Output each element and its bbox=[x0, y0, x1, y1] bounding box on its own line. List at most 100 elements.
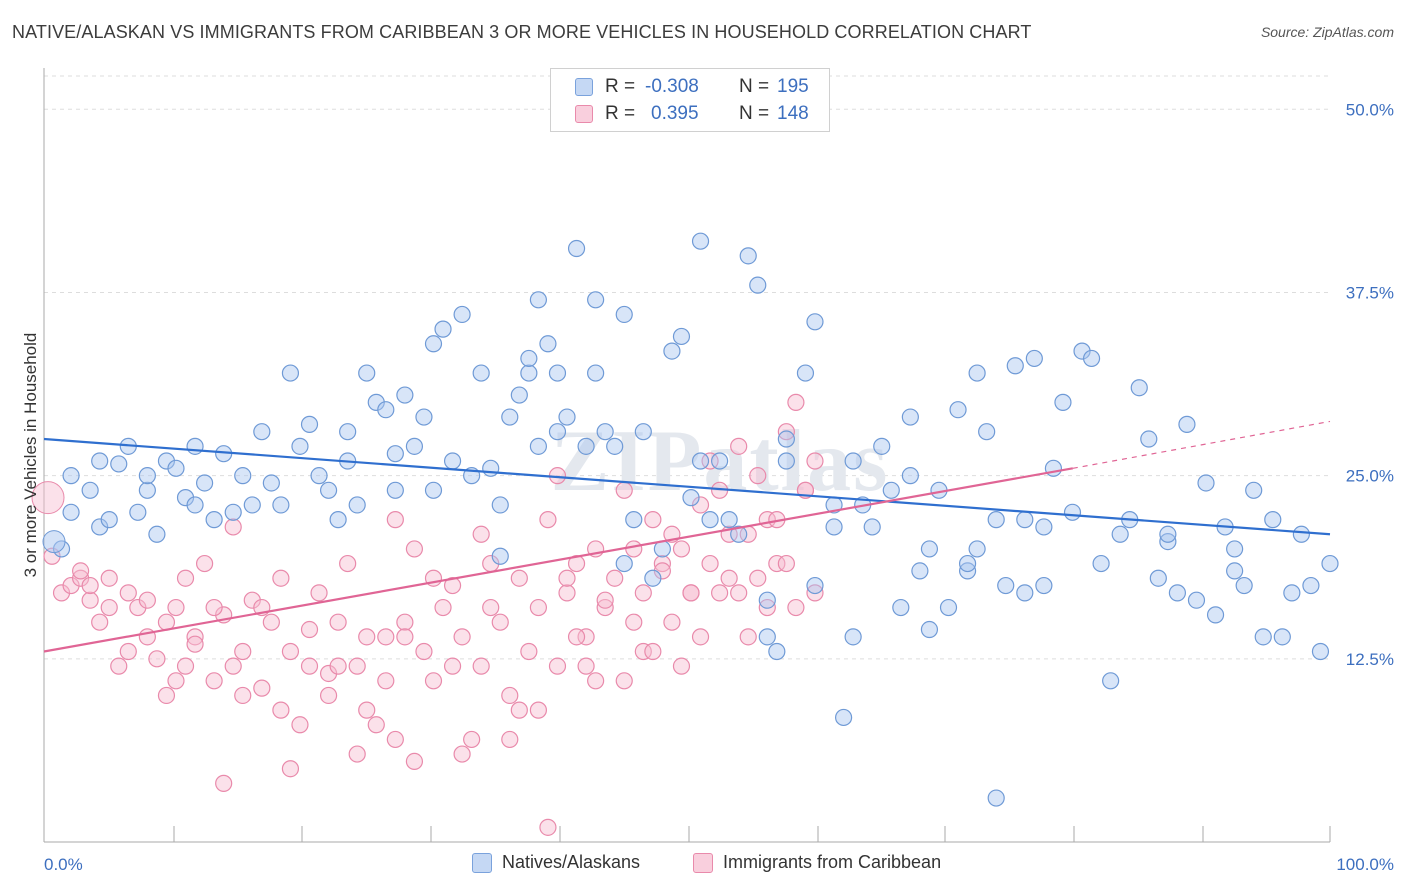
immigrants-point-115 bbox=[548, 657, 567, 675]
natives-point-133 bbox=[1102, 672, 1120, 690]
natives-point-44 bbox=[424, 335, 443, 353]
natives-point-27 bbox=[281, 364, 300, 382]
natives-point-52 bbox=[491, 496, 509, 514]
immigrants-point-100 bbox=[348, 745, 366, 763]
natives-point-109 bbox=[920, 620, 939, 639]
natives-point-156 bbox=[1302, 576, 1320, 595]
natives-point-127 bbox=[1044, 459, 1063, 477]
legend-row-natives: R = -0.308 N = 195 bbox=[575, 75, 809, 99]
x-tick-label-min: 0.0% bbox=[44, 855, 83, 874]
immigrants-point-67 bbox=[672, 540, 691, 558]
bottom-legend-label-immigrants: Immigrants from Caribbean bbox=[723, 852, 942, 872]
natives-point-41 bbox=[396, 386, 414, 404]
immigrants-point-70 bbox=[701, 452, 719, 470]
immigrants-point-21 bbox=[234, 642, 252, 661]
immigrants-point-105 bbox=[405, 752, 424, 771]
immigrants-point-28 bbox=[300, 657, 319, 675]
natives-point-87 bbox=[758, 591, 776, 609]
immigrants-point-44 bbox=[453, 628, 471, 646]
x-tick-label-max: 100.0% bbox=[1336, 855, 1394, 874]
legend-swatch-immigrants bbox=[575, 105, 593, 123]
natives-point-155 bbox=[1292, 525, 1310, 543]
natives-point-39 bbox=[386, 481, 404, 499]
immigrants-point-34 bbox=[358, 628, 376, 646]
natives-point-121 bbox=[1006, 357, 1024, 375]
immigrants-point-86 bbox=[138, 591, 156, 609]
natives-point-38 bbox=[377, 401, 395, 419]
immigrants-point-64 bbox=[644, 511, 662, 529]
natives-point-112 bbox=[949, 401, 967, 419]
natives-point-58 bbox=[529, 437, 548, 455]
natives-point-56 bbox=[520, 364, 538, 382]
immigrants-point-128 bbox=[682, 584, 700, 602]
natives-point-89 bbox=[768, 642, 786, 661]
immigrants-point-15 bbox=[176, 657, 195, 675]
y-tick-label-2: 37.5% bbox=[1346, 283, 1394, 302]
natives-point-158 bbox=[1321, 554, 1339, 573]
immigrants-point-8 bbox=[119, 584, 137, 602]
immigrants-point-111 bbox=[501, 730, 519, 749]
natives-point-103 bbox=[882, 481, 900, 499]
series-natives-points bbox=[42, 232, 1339, 807]
natives-point-114 bbox=[958, 554, 977, 573]
correlation-legend: R = -0.308 N = 195 R = 0.395 N = 148 bbox=[550, 68, 830, 132]
natives-point-51 bbox=[482, 459, 500, 477]
immigrants-point-25 bbox=[272, 569, 290, 587]
natives-point-96 bbox=[825, 518, 843, 536]
natives-point-70 bbox=[615, 305, 633, 324]
natives-point-98 bbox=[844, 452, 862, 470]
immigrants-point-141 bbox=[806, 584, 824, 602]
natives-point-71 bbox=[615, 554, 633, 573]
watermark: ZIPatlas bbox=[551, 413, 890, 510]
immigrants-point-12 bbox=[157, 686, 176, 705]
natives-point-134 bbox=[1111, 525, 1129, 543]
natives-point-11 bbox=[138, 467, 156, 485]
immigrants-point-119 bbox=[587, 672, 605, 690]
natives-point-91 bbox=[777, 430, 795, 448]
natives-point-7 bbox=[110, 455, 128, 473]
natives-point-30 bbox=[310, 467, 328, 485]
natives-point-77 bbox=[672, 327, 691, 346]
legend-r-value-2: 0.395 bbox=[651, 103, 699, 124]
natives-point-122 bbox=[1016, 584, 1034, 602]
legend-r-value-1: -0.308 bbox=[645, 76, 699, 97]
source-label: Source: ZipAtlas.com bbox=[1260, 24, 1394, 40]
immigrants-point-59 bbox=[596, 598, 614, 617]
immigrants-point-65 bbox=[653, 554, 671, 573]
natives-point-23 bbox=[243, 496, 261, 514]
immigrants-point-112 bbox=[510, 701, 528, 719]
natives-point-108 bbox=[920, 540, 939, 558]
immigrants-point-133 bbox=[730, 584, 748, 602]
immigrants-point-5 bbox=[91, 613, 109, 631]
natives-point-16 bbox=[186, 437, 204, 455]
immigrants-point-23 bbox=[253, 679, 271, 697]
immigrants-point-63 bbox=[634, 642, 652, 661]
natives-point-61 bbox=[548, 423, 567, 441]
axes bbox=[43, 68, 1331, 843]
immigrants-point-130 bbox=[701, 554, 719, 573]
immigrants-point-42 bbox=[434, 598, 452, 617]
natives-point-129 bbox=[1063, 503, 1082, 521]
natives-point-43 bbox=[415, 408, 433, 426]
y-tick-label-1: 25.0% bbox=[1346, 467, 1394, 486]
natives-point-126 bbox=[1035, 576, 1053, 595]
bottom-legend-natives: Natives/Alaskans bbox=[472, 852, 640, 873]
immigrants-point-81 bbox=[806, 452, 824, 470]
immigrants-point-45 bbox=[463, 730, 481, 749]
legend-n-label-1: N = bbox=[739, 76, 770, 97]
immigrants-point-52 bbox=[529, 598, 548, 617]
immigrants-point-51 bbox=[520, 642, 538, 661]
immigrants-point-85 bbox=[119, 642, 137, 661]
legend-swatch-natives bbox=[575, 78, 593, 96]
natives-point-28 bbox=[291, 437, 309, 455]
natives-point-102 bbox=[873, 437, 891, 455]
immigrants-point-11 bbox=[148, 650, 166, 668]
natives-point-34 bbox=[339, 423, 357, 441]
immigrants-point-135 bbox=[749, 569, 767, 587]
immigrants-point-95 bbox=[272, 701, 290, 719]
immigrants-point-43 bbox=[443, 657, 462, 675]
natives-point-24 bbox=[253, 423, 271, 441]
natives-point-45 bbox=[424, 481, 443, 499]
natives-point-107 bbox=[911, 562, 929, 580]
